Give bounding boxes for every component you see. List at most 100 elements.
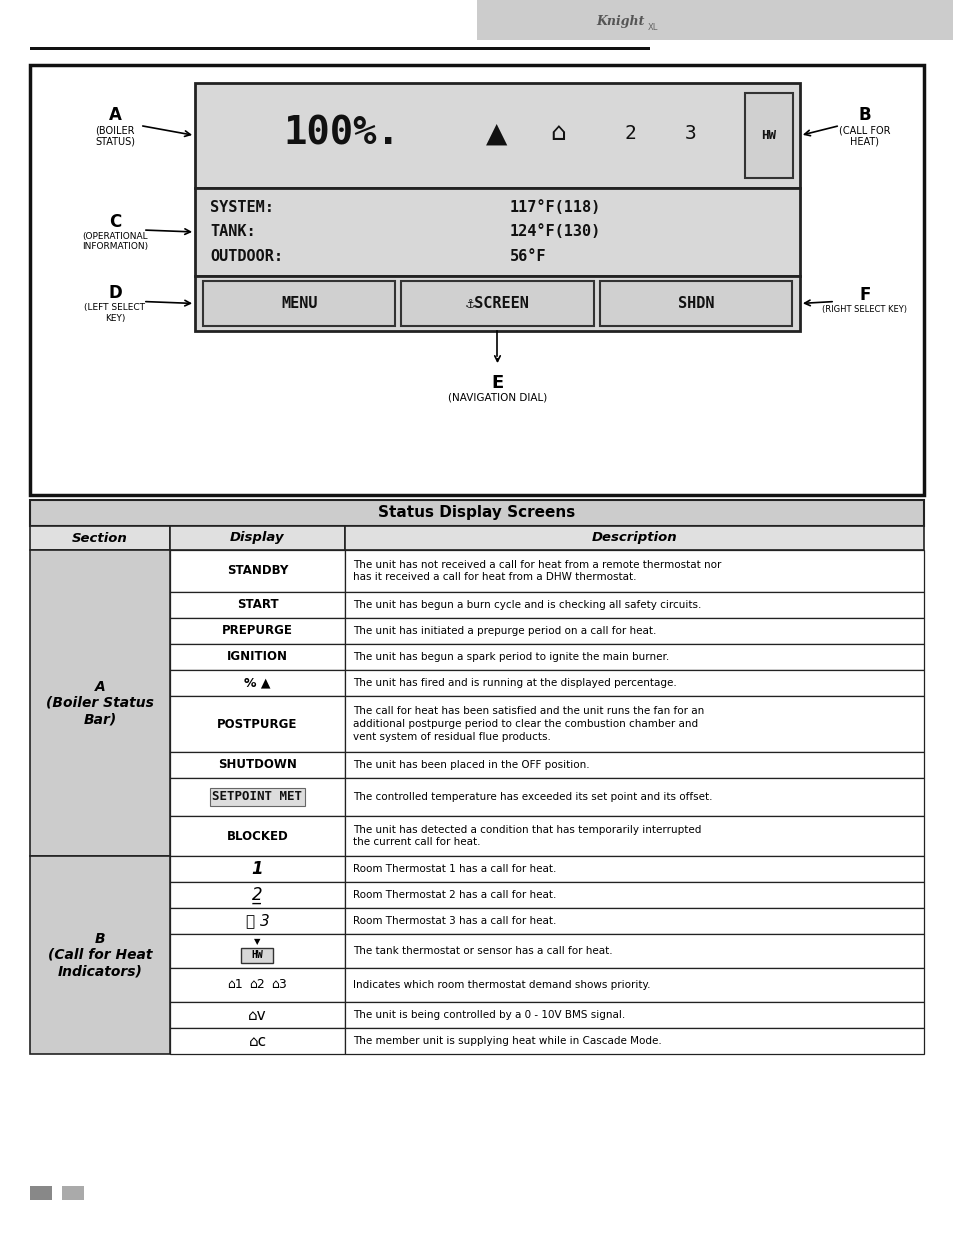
- Bar: [345, 908, 923, 934]
- Text: BLOCKED: BLOCKED: [227, 830, 288, 842]
- Text: (RIGHT SELECT KEY): (RIGHT SELECT KEY): [821, 305, 906, 314]
- Text: A: A: [109, 106, 121, 125]
- Text: (NAVIGATION DIAL): (NAVIGATION DIAL): [447, 393, 547, 403]
- Bar: [401, 282, 593, 326]
- Text: ▼: ▼: [254, 937, 260, 946]
- Text: (OPERATIONAL: (OPERATIONAL: [82, 231, 148, 241]
- Text: Indicates which room thermostat demand shows priority.: Indicates which room thermostat demand s…: [353, 981, 650, 990]
- Bar: [345, 778, 923, 816]
- Text: The unit has fired and is running at the displayed percentage.: The unit has fired and is running at the…: [353, 678, 676, 688]
- Bar: [170, 778, 345, 816]
- Bar: [345, 526, 923, 550]
- Text: E: E: [491, 374, 503, 391]
- Bar: [30, 550, 170, 856]
- Text: % ▲: % ▲: [244, 677, 271, 689]
- Text: ⌂c: ⌂c: [248, 1034, 266, 1049]
- Bar: [170, 816, 345, 856]
- Text: KEY): KEY): [105, 314, 125, 324]
- Bar: [345, 882, 923, 908]
- Text: HW: HW: [760, 128, 776, 142]
- Bar: [345, 856, 923, 882]
- Bar: [170, 908, 345, 934]
- Bar: [170, 882, 345, 908]
- Text: The unit has detected a condition that has temporarily interrupted
the current c: The unit has detected a condition that h…: [353, 825, 700, 847]
- Bar: [345, 816, 923, 856]
- Bar: [345, 592, 923, 618]
- Text: The member unit is supplying heat while in Cascade Mode.: The member unit is supplying heat while …: [353, 1036, 661, 1046]
- Bar: [30, 65, 923, 495]
- Text: B: B: [858, 106, 870, 125]
- Bar: [30, 526, 170, 550]
- Text: Knight: Knight: [596, 16, 643, 28]
- Text: XL: XL: [647, 23, 658, 32]
- Bar: [345, 671, 923, 697]
- Text: IGNITION: IGNITION: [227, 651, 288, 663]
- Text: 1: 1: [252, 860, 263, 878]
- Text: SHUTDOWN: SHUTDOWN: [218, 758, 296, 772]
- Bar: [345, 618, 923, 643]
- Text: D: D: [108, 284, 122, 303]
- Bar: [170, 618, 345, 643]
- Bar: [345, 752, 923, 778]
- Bar: [170, 550, 345, 592]
- Bar: [196, 85, 519, 186]
- Bar: [345, 697, 923, 752]
- Bar: [170, 1002, 345, 1028]
- Bar: [194, 83, 800, 188]
- Bar: [345, 643, 923, 671]
- Text: INFORMATION): INFORMATION): [82, 242, 148, 252]
- Bar: [62, 1186, 84, 1200]
- Text: HW: HW: [252, 950, 263, 960]
- Bar: [170, 752, 345, 778]
- Bar: [170, 934, 345, 968]
- Text: START: START: [236, 599, 278, 611]
- Text: PREPURGE: PREPURGE: [222, 625, 293, 637]
- Text: POSTPURGE: POSTPURGE: [217, 718, 297, 730]
- Text: The unit has begun a spark period to ignite the main burner.: The unit has begun a spark period to ign…: [353, 652, 669, 662]
- Text: ⌂v: ⌂v: [248, 1008, 267, 1023]
- Text: SHDN: SHDN: [677, 296, 714, 311]
- Bar: [30, 856, 170, 1053]
- Text: TANK:: TANK:: [210, 225, 255, 240]
- Text: ⌂3: ⌂3: [272, 978, 287, 992]
- Text: B
(Call for Heat
Indicators): B (Call for Heat Indicators): [48, 931, 152, 978]
- Text: The unit has not received a call for heat from a remote thermostat nor
has it re: The unit has not received a call for hea…: [353, 559, 720, 583]
- Bar: [170, 1028, 345, 1053]
- Text: Description: Description: [591, 531, 677, 545]
- Bar: [345, 550, 923, 592]
- Text: C: C: [109, 212, 121, 231]
- Text: The unit is being controlled by a 0 - 10V BMS signal.: The unit is being controlled by a 0 - 10…: [353, 1010, 624, 1020]
- Text: Section: Section: [72, 531, 128, 545]
- Text: The tank thermostat or sensor has a call for heat.: The tank thermostat or sensor has a call…: [353, 946, 612, 956]
- Bar: [345, 934, 923, 968]
- Text: ⌂: ⌂: [550, 121, 565, 146]
- Text: ⃤ 3: ⃤ 3: [245, 914, 269, 929]
- Text: 100%.: 100%.: [283, 115, 400, 152]
- Text: 2̲: 2̲: [252, 885, 262, 904]
- Text: SYSTEM:: SYSTEM:: [210, 200, 274, 215]
- Text: STATUS): STATUS): [95, 137, 135, 147]
- Bar: [476, 0, 953, 40]
- Bar: [30, 47, 649, 49]
- Bar: [170, 592, 345, 618]
- Bar: [170, 697, 345, 752]
- Text: (LEFT SELECT: (LEFT SELECT: [85, 303, 146, 312]
- Bar: [599, 282, 791, 326]
- Text: ⌂2: ⌂2: [250, 978, 265, 992]
- Text: The unit has begun a burn cycle and is checking all safety circuits.: The unit has begun a burn cycle and is c…: [353, 600, 700, 610]
- Text: 56°F: 56°F: [509, 249, 545, 264]
- Text: OUTDOOR:: OUTDOOR:: [210, 249, 283, 264]
- Text: Status Display Screens: Status Display Screens: [378, 505, 575, 520]
- Bar: [744, 93, 792, 178]
- Bar: [30, 1186, 52, 1200]
- Text: Display: Display: [230, 531, 285, 545]
- Bar: [170, 968, 345, 1002]
- Text: The call for heat has been satisfied and the unit runs the fan for an
additional: The call for heat has been satisfied and…: [353, 706, 703, 742]
- Bar: [30, 500, 923, 526]
- Text: ▲: ▲: [485, 120, 507, 147]
- Bar: [345, 968, 923, 1002]
- Text: HEAT): HEAT): [850, 137, 879, 147]
- Text: Room Thermostat 1 has a call for heat.: Room Thermostat 1 has a call for heat.: [353, 864, 556, 874]
- Bar: [170, 856, 345, 882]
- Text: Room Thermostat 2 has a call for heat.: Room Thermostat 2 has a call for heat.: [353, 890, 556, 900]
